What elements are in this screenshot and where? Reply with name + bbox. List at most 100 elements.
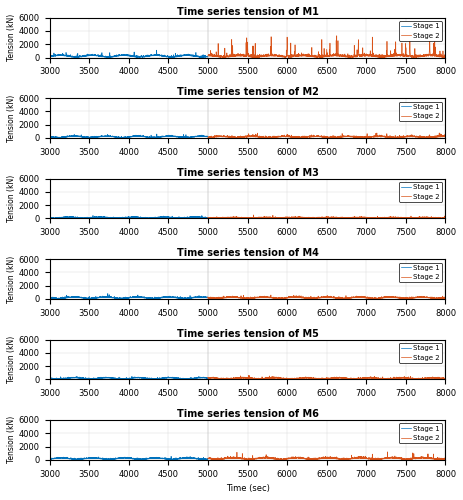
Title: Time series tension of M6: Time series tension of M6	[176, 409, 319, 419]
Title: Time series tension of M5: Time series tension of M5	[176, 328, 319, 338]
Stage 1	[200, 54, 206, 60]
Stage 1	[90, 212, 96, 218]
Stage 2	[205, 53, 211, 59]
Stage 1	[106, 456, 112, 462]
Stage 1	[205, 134, 211, 140]
Stage 1	[55, 134, 61, 140]
Stage 1	[200, 294, 206, 300]
Stage 1	[47, 215, 52, 221]
Y-axis label: Tension (kN): Tension (kN)	[7, 256, 16, 302]
Stage 1	[55, 52, 61, 59]
Stage 2	[438, 53, 444, 59]
Stage 2	[443, 214, 448, 220]
Stage 2	[360, 135, 366, 141]
Stage 1	[200, 374, 206, 380]
Stage 2	[413, 134, 418, 140]
Stage 2	[413, 376, 418, 382]
Stage 1	[73, 54, 78, 60]
Stage 2	[383, 376, 388, 382]
Line: Stage 2: Stage 2	[208, 215, 445, 218]
Stage 2	[413, 215, 418, 221]
Legend: Stage 1, Stage 2: Stage 1, Stage 2	[399, 21, 442, 41]
Stage 1	[205, 215, 211, 221]
X-axis label: Time (sec): Time (sec)	[225, 484, 269, 493]
Stage 1	[124, 376, 129, 382]
Stage 2	[246, 215, 252, 221]
Stage 2	[385, 449, 390, 455]
Stage 2	[246, 372, 251, 378]
Stage 1	[55, 215, 61, 221]
Stage 1	[183, 135, 188, 141]
Stage 1	[172, 374, 177, 380]
Stage 1	[119, 215, 125, 221]
Stage 1	[171, 133, 177, 139]
Stage 1	[124, 134, 129, 140]
Stage 2	[232, 454, 238, 460]
Stage 2	[296, 375, 302, 381]
Stage 2	[307, 456, 312, 462]
Stage 1	[124, 214, 129, 220]
Stage 2	[443, 53, 448, 59]
Stage 2	[232, 376, 238, 382]
Stage 1	[124, 454, 129, 460]
Stage 2	[251, 212, 257, 218]
Stage 1	[119, 376, 125, 382]
Stage 1	[119, 134, 125, 140]
Stage 1	[47, 294, 52, 300]
Legend: Stage 1, Stage 2: Stage 1, Stage 2	[399, 424, 442, 443]
Stage 2	[438, 375, 444, 381]
Stage 2	[438, 295, 444, 301]
Stage 1	[176, 216, 181, 222]
Line: Stage 1: Stage 1	[50, 216, 208, 218]
Legend: Stage 1, Stage 2: Stage 1, Stage 2	[399, 182, 442, 202]
Stage 1	[200, 374, 206, 380]
Stage 2	[296, 52, 302, 58]
Stage 1	[205, 294, 211, 300]
Stage 1	[55, 376, 61, 382]
Stage 1	[200, 214, 206, 220]
Stage 1	[200, 454, 206, 460]
Stage 2	[436, 216, 442, 222]
Stage 2	[307, 375, 312, 381]
Stage 1	[205, 456, 211, 462]
Title: Time series tension of M2: Time series tension of M2	[176, 88, 319, 98]
Stage 1	[172, 456, 177, 462]
Stage 2	[246, 456, 252, 462]
Line: Stage 2: Stage 2	[208, 133, 445, 138]
Stage 2	[232, 134, 238, 140]
Stage 1	[200, 456, 206, 462]
Stage 2	[296, 214, 302, 220]
Y-axis label: Tension (kN): Tension (kN)	[7, 175, 16, 222]
Stage 2	[246, 54, 252, 60]
Stage 1	[47, 456, 52, 462]
Stage 2	[443, 134, 448, 140]
Stage 1	[88, 376, 93, 382]
Stage 2	[438, 215, 444, 221]
Stage 1	[154, 47, 159, 53]
Stage 2	[438, 456, 444, 462]
Stage 2	[443, 456, 448, 462]
Stage 2	[435, 296, 440, 302]
Stage 2	[232, 214, 238, 220]
Stage 1	[205, 54, 211, 60]
Stage 1	[154, 131, 160, 137]
Stage 1	[119, 455, 125, 461]
Stage 2	[437, 130, 442, 136]
Stage 1	[124, 52, 129, 59]
Y-axis label: Tension (kN): Tension (kN)	[7, 416, 16, 464]
Stage 2	[205, 294, 211, 300]
Stage 1	[105, 290, 111, 296]
Y-axis label: Tension (kN): Tension (kN)	[7, 94, 16, 142]
Legend: Stage 1, Stage 2: Stage 1, Stage 2	[399, 343, 442, 362]
Stage 1	[200, 133, 206, 139]
Stage 1	[55, 296, 61, 302]
Stage 1	[172, 294, 177, 300]
Stage 2	[205, 374, 211, 380]
Stage 2	[307, 296, 312, 302]
Stage 2	[427, 32, 432, 38]
Stage 2	[413, 295, 418, 301]
Stage 1	[200, 54, 206, 60]
Stage 2	[443, 294, 448, 300]
Line: Stage 1: Stage 1	[50, 376, 208, 379]
Stage 2	[413, 456, 418, 462]
